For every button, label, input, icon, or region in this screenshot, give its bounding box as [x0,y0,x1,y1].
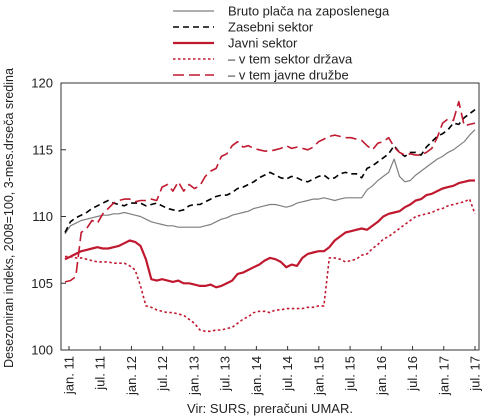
series-line-2 [64,109,476,233]
legend-label-2: Zasebni sektor [228,20,314,35]
x-axis-ticks: jan. 11 jul. 11 jan. 12 jul. 12 jan. 13 jul. … [62,346,483,396]
y-tick-label: 105 [31,276,53,291]
x-tick-label: jan. 17 [436,356,451,396]
x-tick-label: jan. 11 [62,356,77,395]
y-tick-label: 115 [32,142,53,157]
legend-label-5: – v tem javne družbe [228,68,349,83]
x-tick-label: jul. 13 [218,356,233,392]
x-tick-label: jul. 14 [280,356,295,392]
x-tick-label: jan. 14 [249,356,264,396]
legend-label-1: Bruto plača na zaposlenega [228,4,390,19]
x-tick-label: jul. 16 [405,356,420,392]
legend-label-3: Javni sektor [228,36,298,51]
series-line-5 [64,100,476,283]
x-tick-label: jan. 12 [124,356,139,396]
x-tick-label: jul. 12 [155,356,170,392]
series-line-1 [64,129,476,235]
x-tick-label: jul. 11 [93,356,108,391]
x-tick-label: jan. 13 [186,356,201,396]
y-tick-label: 110 [32,209,53,224]
y-axis-ticks: 100 105 110 115 120 [31,76,66,358]
x-tick-label: jan. 16 [374,356,389,396]
series-line-3 [64,179,475,289]
y-tick-label: 120 [31,76,53,91]
source-note: Vir: SURS, preračuni UMAR. [187,401,353,416]
x-tick-label: jan. 15 [311,356,326,396]
series-layer [64,100,476,333]
plot-frame [60,82,480,351]
series-line-4 [65,198,476,333]
y-axis-title: Desezoniran indeks, 2008=100, 3-mes.drse… [2,68,16,368]
legend-label-4: – v tem sektor država [228,52,353,67]
x-tick-label: jul. 17 [468,356,483,392]
y-tick-label: 100 [31,343,53,358]
x-tick-label: jul. 15 [343,356,358,392]
